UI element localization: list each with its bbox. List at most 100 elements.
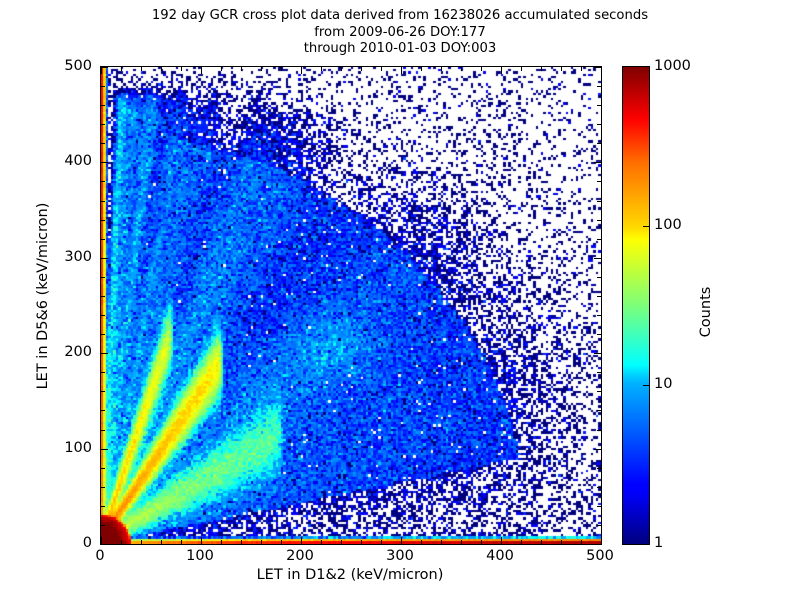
x-tick-minor-top [441, 67, 442, 71]
x-tick-minor [121, 540, 122, 544]
y-tick-label: 400 [64, 153, 92, 170]
x-tick-minor-top [341, 67, 342, 71]
x-tick-minor [241, 540, 242, 544]
x-tick-major [601, 537, 602, 544]
x-tick-minor-top [461, 67, 462, 71]
y-tick-minor-right [597, 239, 601, 240]
x-tick-minor [221, 540, 222, 544]
x-tick-label: 200 [286, 548, 314, 564]
colorbar-tick [643, 385, 649, 386]
x-tick-minor-top [141, 67, 142, 71]
x-tick-minor [421, 540, 422, 544]
colorbar-tick-label: 1000 [654, 58, 691, 74]
y-axis-label: LET in D5&6 (keV/micron) [35, 202, 51, 390]
x-tick-minor-top [161, 67, 162, 71]
x-tick-minor [161, 540, 162, 544]
colorbar-gradient [623, 67, 649, 544]
y-tick-minor-right [597, 410, 601, 411]
x-tick-minor [281, 540, 282, 544]
y-tick-minor [101, 220, 105, 221]
colorbar-tick [643, 226, 649, 227]
y-tick-minor [101, 391, 105, 392]
y-tick-major-right [594, 449, 601, 450]
y-tick-major-right [594, 258, 601, 259]
x-tick-minor-top [561, 67, 562, 71]
y-tick-label: 200 [64, 344, 92, 361]
y-tick-minor-right [597, 525, 601, 526]
x-tick-label: 300 [386, 548, 414, 564]
y-tick-minor [101, 525, 105, 526]
y-tick-minor [101, 487, 105, 488]
x-tick-minor [441, 540, 442, 544]
y-tick-minor [101, 143, 105, 144]
y-tick-minor-right [597, 124, 601, 125]
y-tick-minor-right [597, 468, 601, 469]
x-tick-minor [581, 540, 582, 544]
y-tick-major [101, 544, 108, 545]
x-tick-major [501, 537, 502, 544]
y-tick-minor-right [597, 277, 601, 278]
x-tick-major-top [501, 67, 502, 74]
y-tick-minor-right [597, 201, 601, 202]
x-tick-minor-top [321, 67, 322, 71]
x-tick-label: 100 [186, 548, 214, 564]
x-tick-major [301, 537, 302, 544]
y-tick-minor-right [597, 296, 601, 297]
y-tick-major [101, 162, 108, 163]
y-tick-minor [101, 277, 105, 278]
title-line-3: through 2010-01-03 DOY:003 [303, 41, 497, 56]
x-tick-minor-top [181, 67, 182, 71]
y-tick-minor [101, 201, 105, 202]
colorbar-tick-label: 10 [654, 376, 673, 392]
x-tick-major-top [301, 67, 302, 74]
y-tick-minor [101, 468, 105, 469]
x-axis-label: LET in D1&2 (keV/micron) [256, 567, 444, 583]
y-tick-minor [101, 296, 105, 297]
plot-axes [100, 66, 602, 545]
x-tick-major-top [101, 67, 102, 74]
y-tick-minor [101, 334, 105, 335]
x-tick-label: 500 [586, 548, 614, 564]
y-tick-minor-right [597, 487, 601, 488]
y-tick-minor-right [597, 220, 601, 221]
colorbar [622, 66, 650, 545]
x-tick-minor-top [581, 67, 582, 71]
y-tick-minor-right [597, 86, 601, 87]
x-tick-major [101, 537, 102, 544]
x-tick-label: 400 [486, 548, 514, 564]
y-tick-minor [101, 124, 105, 125]
y-tick-minor-right [597, 334, 601, 335]
x-tick-major [201, 537, 202, 544]
y-tick-minor [101, 86, 105, 87]
y-tick-minor-right [597, 372, 601, 373]
y-tick-major-right [594, 353, 601, 354]
x-tick-minor-top [481, 67, 482, 71]
x-tick-minor [481, 540, 482, 544]
y-tick-minor-right [597, 506, 601, 507]
x-tick-major-top [201, 67, 202, 74]
scatter-density-plot [101, 67, 601, 544]
y-tick-minor-right [597, 430, 601, 431]
x-tick-minor [361, 540, 362, 544]
y-tick-minor [101, 372, 105, 373]
x-tick-minor-top [281, 67, 282, 71]
y-tick-major-right [594, 162, 601, 163]
y-tick-minor [101, 506, 105, 507]
y-tick-minor-right [597, 181, 601, 182]
y-tick-minor [101, 105, 105, 106]
y-tick-label: 0 [82, 535, 92, 551]
y-tick-major [101, 449, 108, 450]
x-tick-label: 0 [95, 548, 105, 564]
plot-title: 192 day GCR cross plot data derived from… [0, 8, 800, 58]
x-tick-major-top [401, 67, 402, 74]
x-tick-minor [261, 540, 262, 544]
x-tick-minor-top [541, 67, 542, 71]
title-line-1: 192 day GCR cross plot data derived from… [151, 8, 649, 23]
colorbar-tick-label: 100 [654, 217, 682, 233]
y-tick-major [101, 258, 108, 259]
x-tick-minor-top [121, 67, 122, 71]
x-tick-minor [321, 540, 322, 544]
x-tick-minor [141, 540, 142, 544]
colorbar-tick-label: 1 [654, 535, 664, 551]
